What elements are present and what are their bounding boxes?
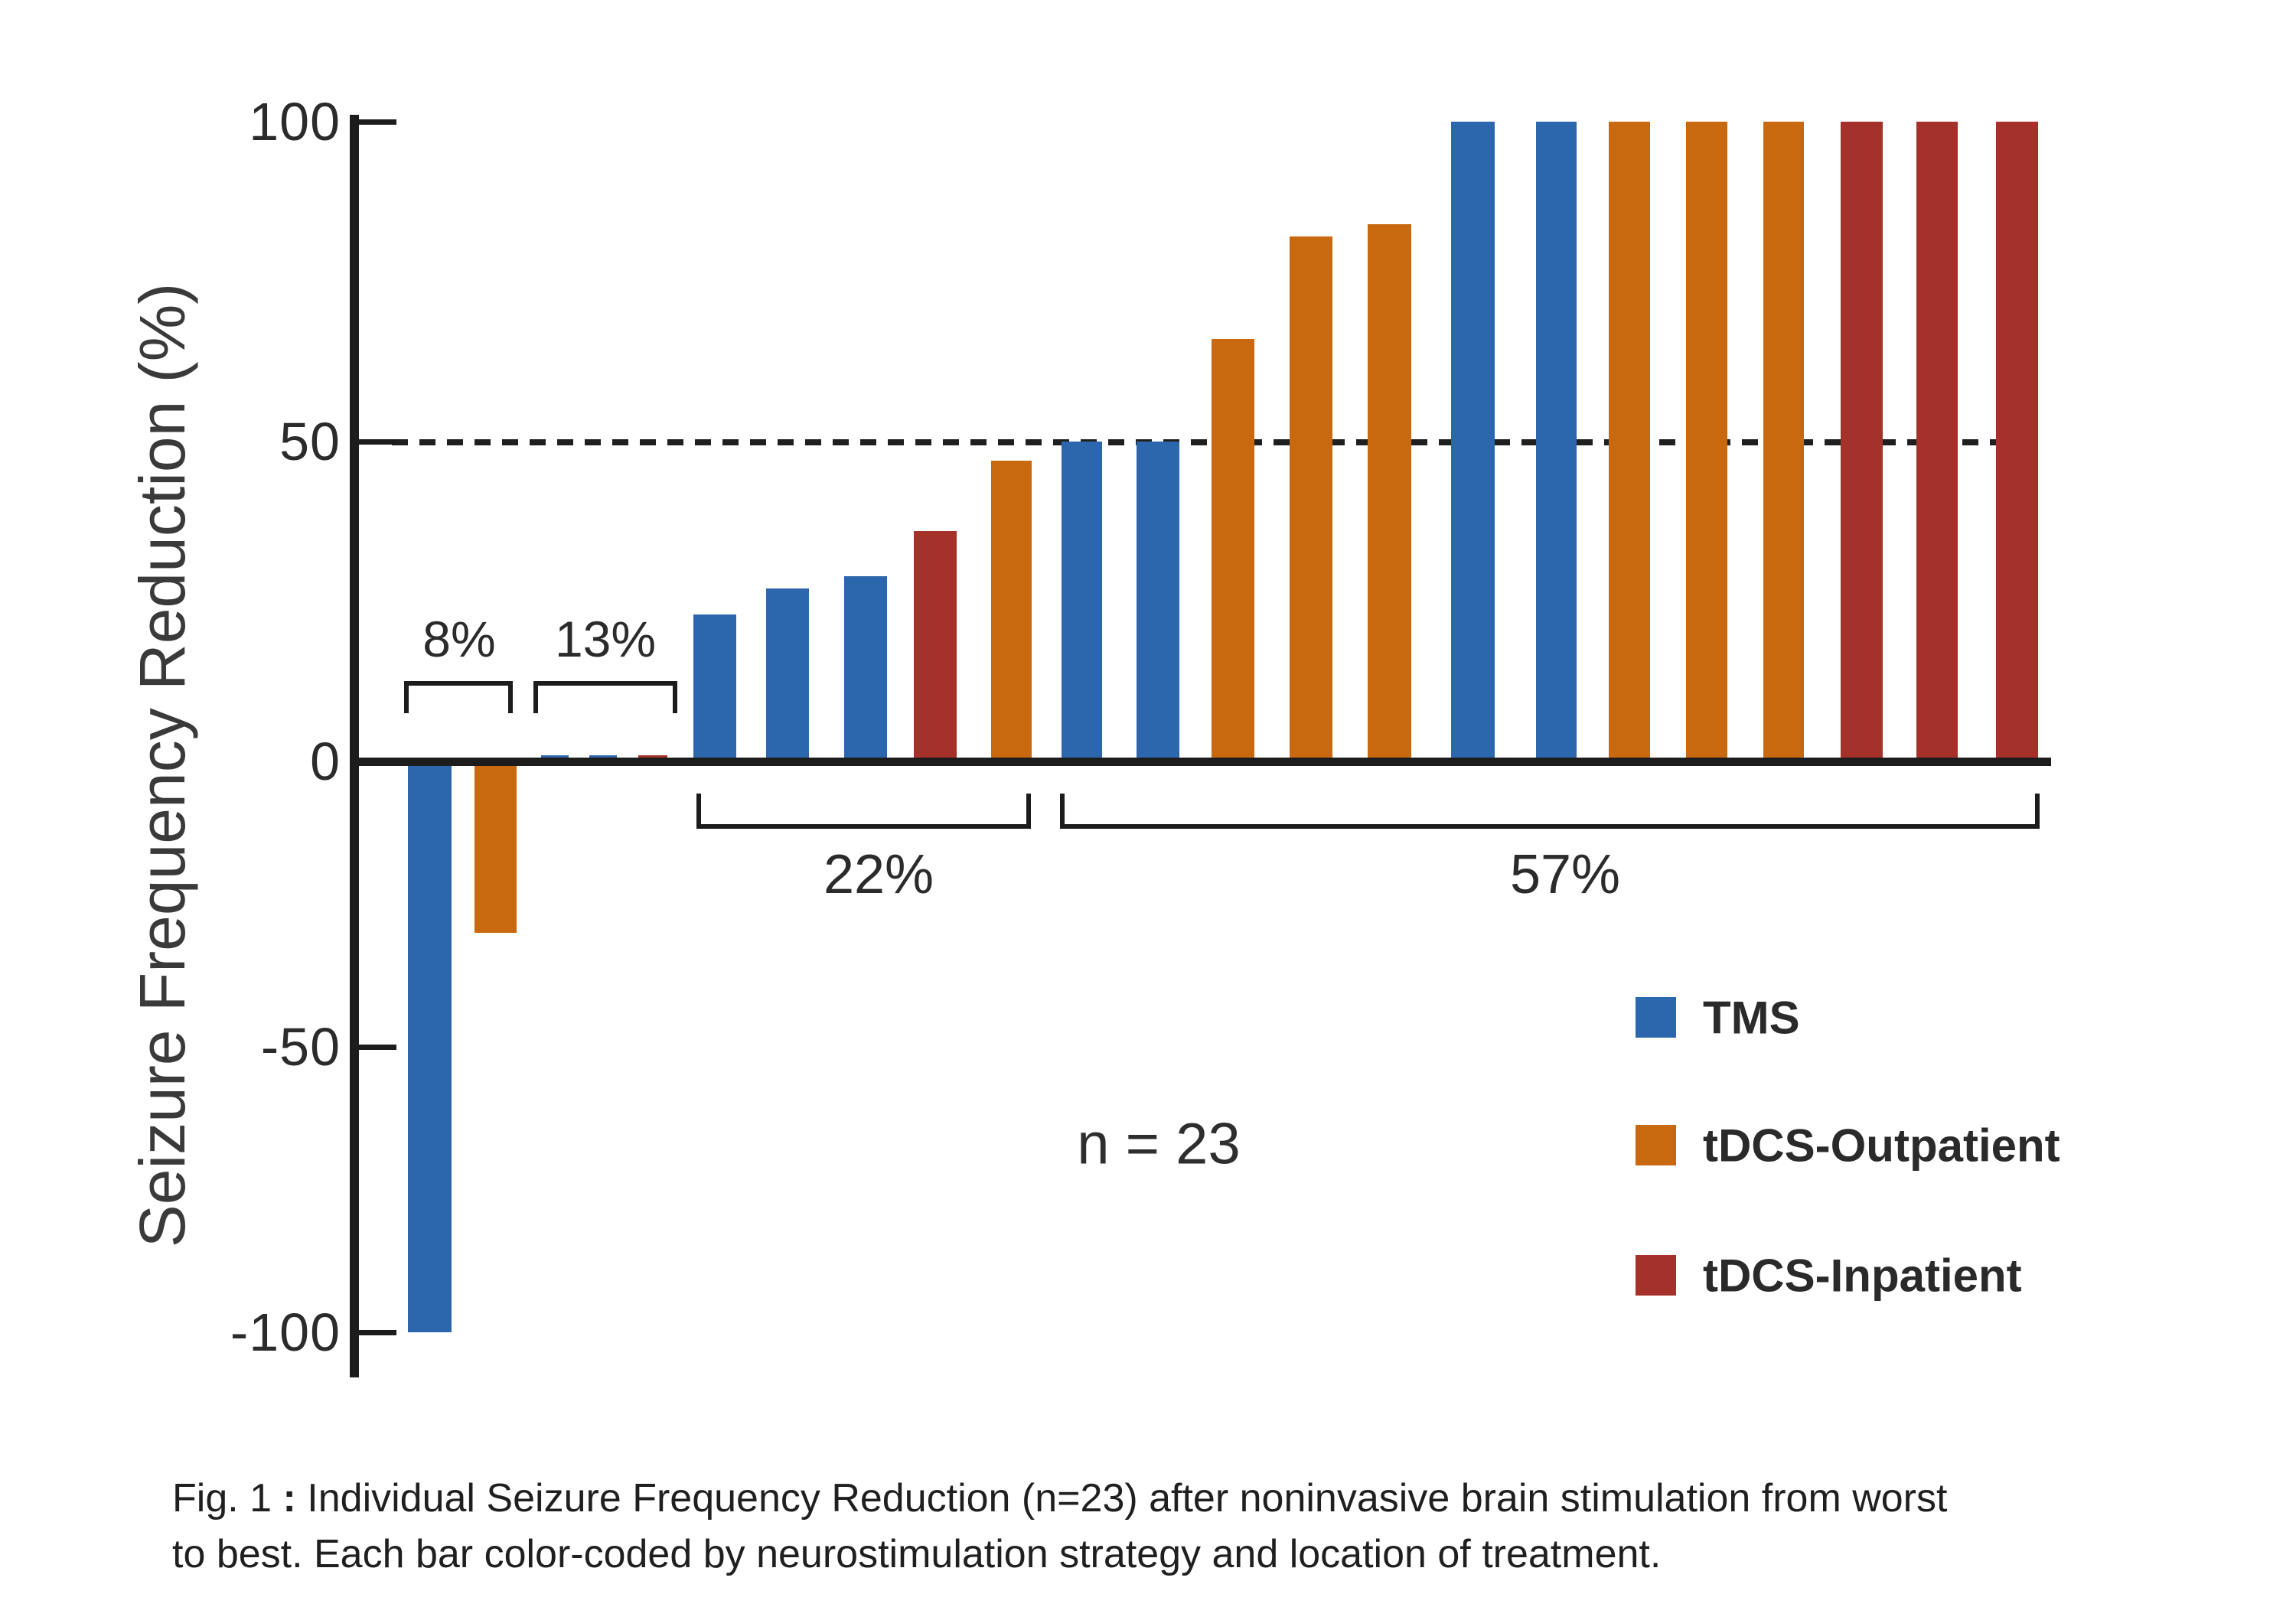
bar xyxy=(844,575,887,761)
bar xyxy=(1368,223,1411,761)
bar xyxy=(1137,442,1179,761)
bar xyxy=(1451,122,1495,761)
caption-prefix: Fig. 1 xyxy=(172,1476,283,1521)
group-bracket xyxy=(533,681,677,713)
legend-label: TMS xyxy=(1703,992,1800,1043)
group-percentage-label: 22% xyxy=(823,844,934,905)
figure-caption: Fig. 1 : Individual Seizure Frequency Re… xyxy=(172,1471,2254,1583)
caption-line1: Individual Seizure Frequency Reduction (… xyxy=(295,1476,1948,1521)
bar xyxy=(475,764,517,933)
bar xyxy=(408,764,452,1332)
bar xyxy=(1536,122,1577,761)
bar xyxy=(1212,339,1254,761)
legend-swatch xyxy=(1636,1125,1676,1165)
y-tick-mark xyxy=(354,1329,396,1335)
bar xyxy=(1609,122,1650,761)
caption-colon: : xyxy=(282,1476,296,1521)
sample-size-label: n = 23 xyxy=(1077,1111,1241,1177)
group-bracket xyxy=(696,794,1031,829)
legend-swatch xyxy=(1636,1255,1676,1296)
caption-line2: to best. Each bar color-coded by neurost… xyxy=(172,1532,1662,1576)
bar xyxy=(1763,122,1804,761)
legend-label: tDCS-Inpatient xyxy=(1703,1250,2022,1301)
y-tick-mark xyxy=(354,119,396,125)
x-axis-line xyxy=(354,758,2051,766)
y-tick-label: 100 xyxy=(249,92,341,152)
group-bracket xyxy=(1060,794,2040,829)
bar xyxy=(1996,122,2038,761)
legend-swatch xyxy=(1636,997,1676,1038)
group-bracket xyxy=(404,681,513,713)
bar xyxy=(1686,122,1727,761)
y-tick-label: 0 xyxy=(310,732,341,791)
y-tick-label: -50 xyxy=(260,1017,341,1077)
bar xyxy=(914,531,957,761)
y-tick-label: 50 xyxy=(279,412,341,471)
legend-label: tDCS-Outpatient xyxy=(1703,1120,2060,1171)
group-percentage-label: 57% xyxy=(1509,844,1621,905)
group-percentage-label: 13% xyxy=(554,611,657,667)
y-tick-mark xyxy=(354,1044,396,1050)
bar xyxy=(1062,442,1102,761)
y-axis-line xyxy=(350,115,359,1377)
bar xyxy=(766,588,809,761)
group-percentage-label: 8% xyxy=(422,611,496,667)
y-tick-label: -100 xyxy=(230,1302,341,1362)
bar xyxy=(1290,236,1332,761)
bar xyxy=(693,614,736,761)
bar xyxy=(1841,122,1883,761)
bar xyxy=(1916,122,1958,761)
y-tick-mark xyxy=(354,438,396,445)
bar xyxy=(991,461,1032,761)
